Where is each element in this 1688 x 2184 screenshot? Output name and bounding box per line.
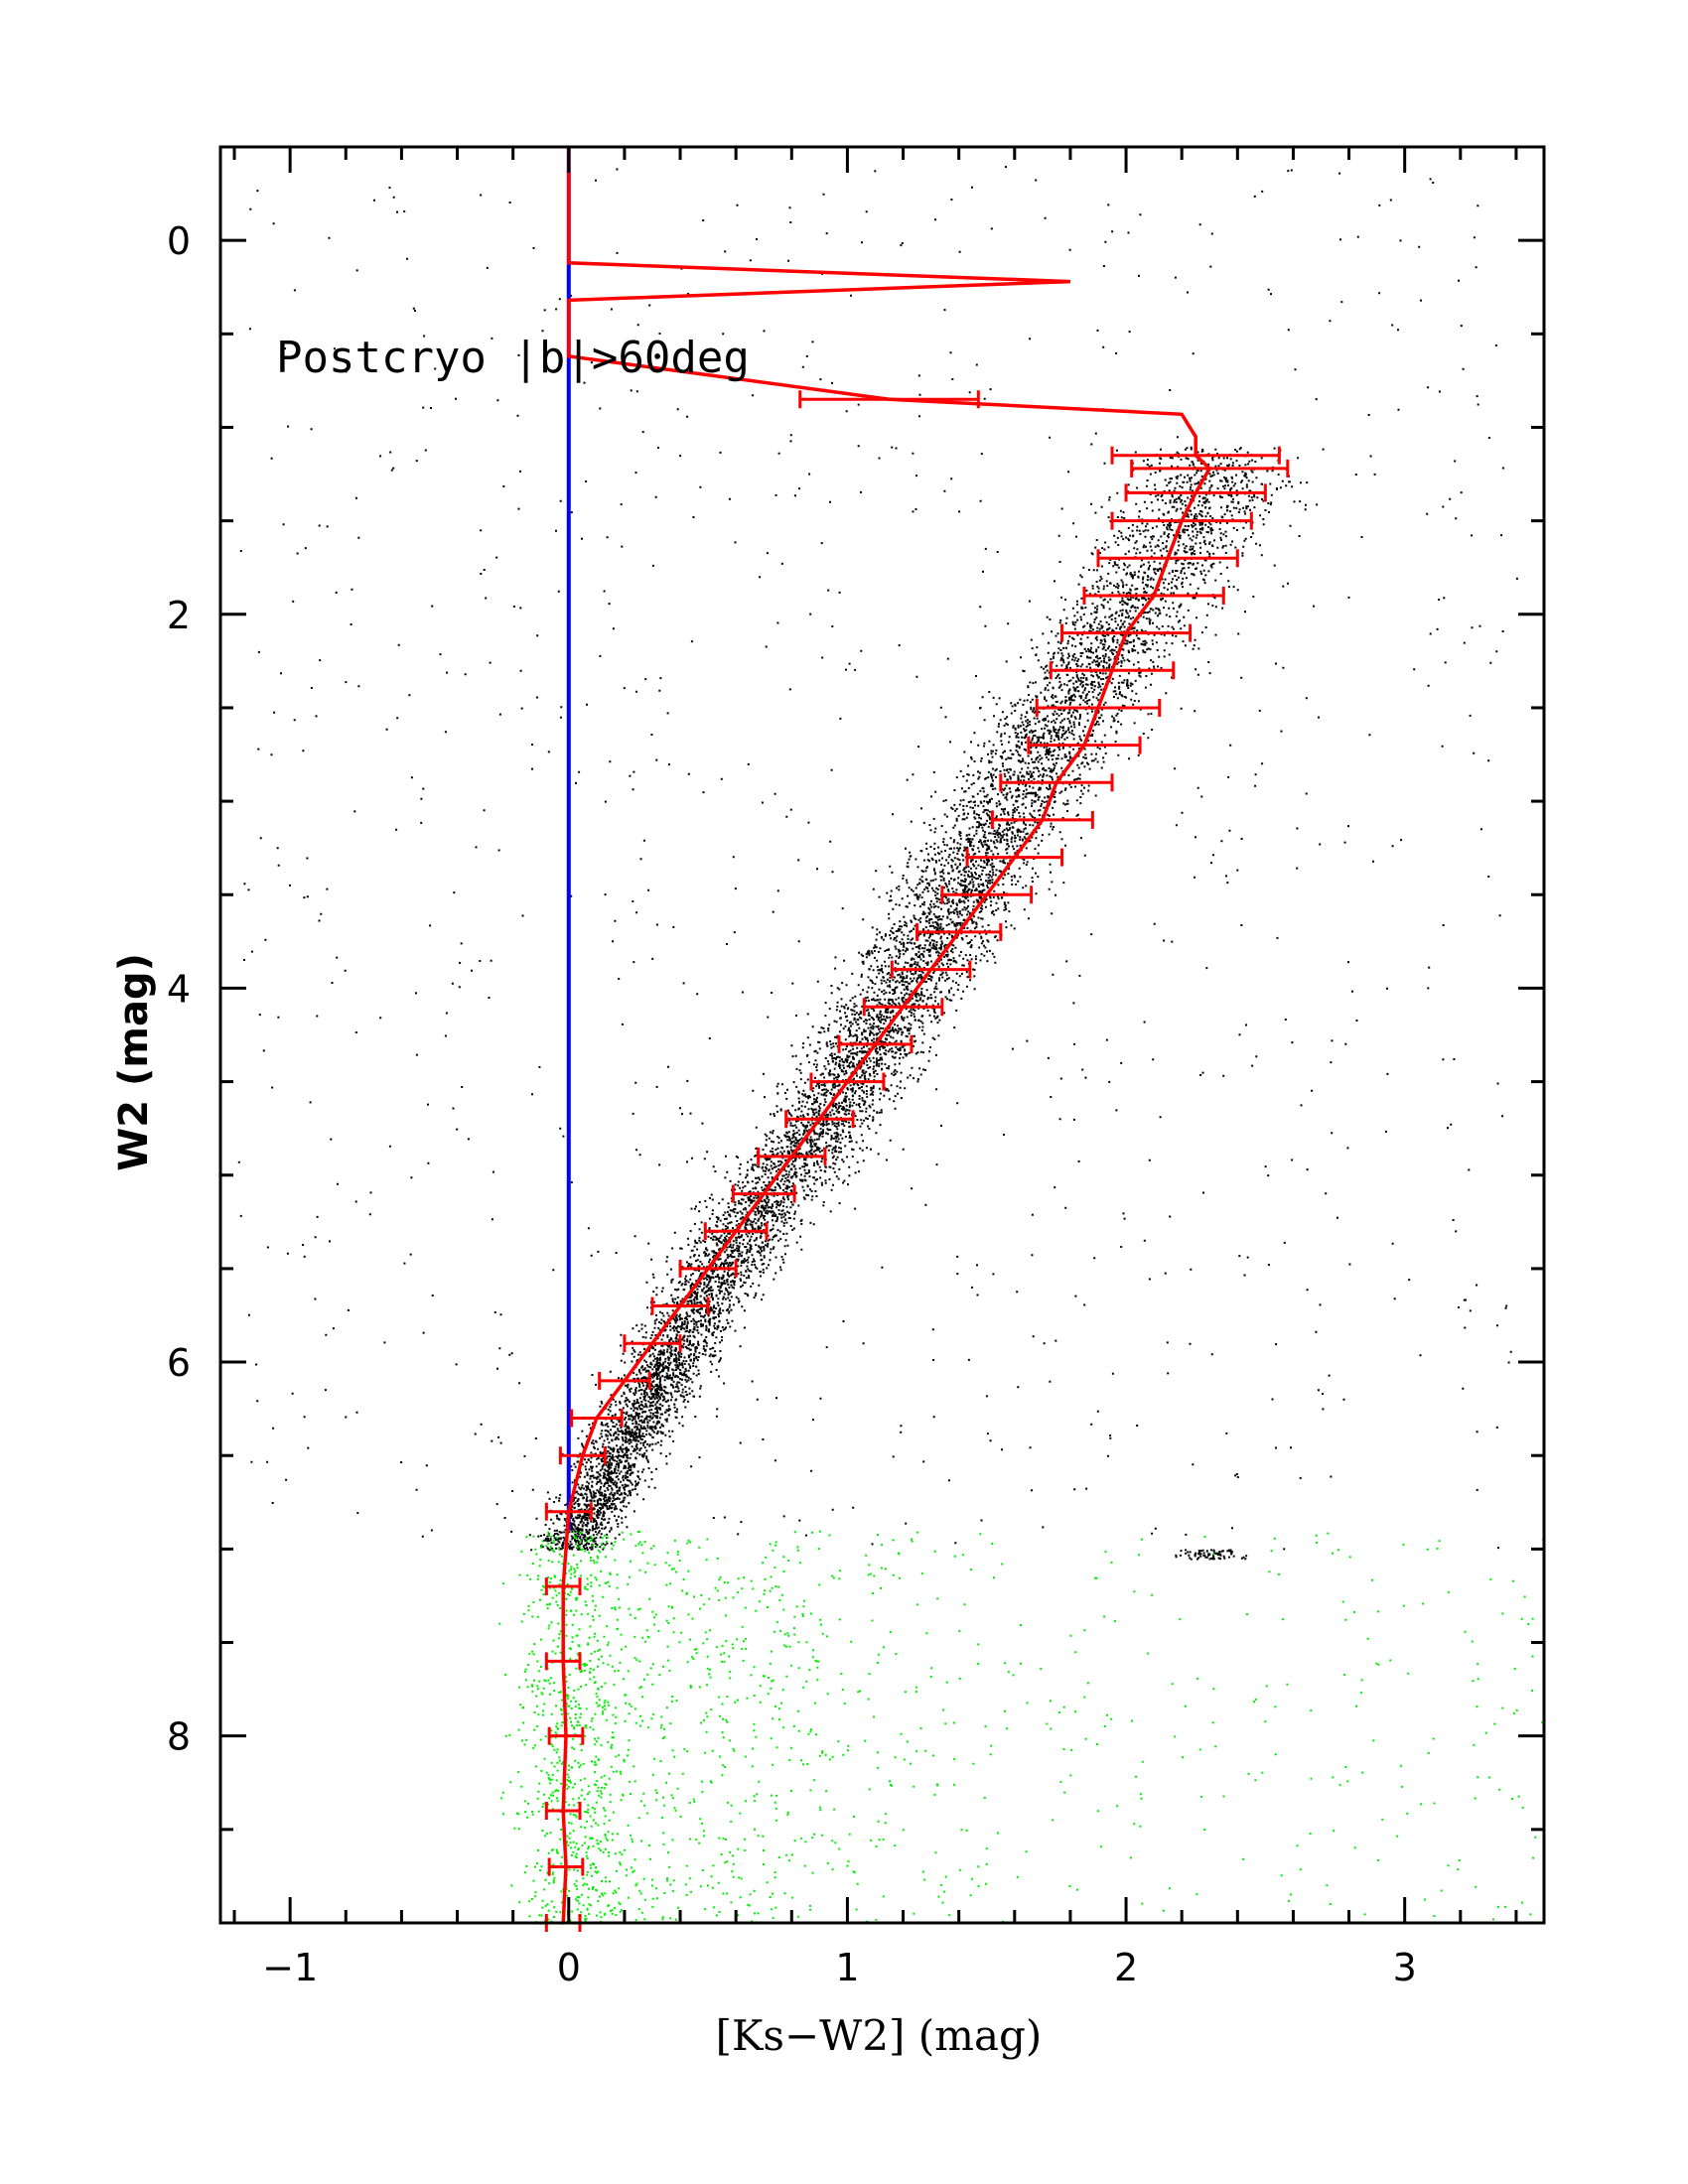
median-line	[561, 147, 1212, 1924]
y-tick-label: 8	[167, 1715, 191, 1759]
x-axis-label: [Ks−W2] (mag)	[716, 2011, 1043, 2060]
y-tick-label: 2	[167, 594, 191, 637]
x-tick-label: 0	[557, 1946, 581, 1989]
axis-ticks: −1 0 1 2 3 0 2 4 6 8	[167, 145, 1544, 1989]
plot-frame-rect	[218, 145, 1546, 1925]
plot-annotation: Postcryo |b|>60deg	[276, 333, 750, 383]
x-tick-label: 3	[1393, 1946, 1417, 1989]
y-tick-label: 6	[167, 1341, 191, 1385]
y-tick-label: 4	[167, 967, 191, 1011]
y-tick-label: 0	[167, 219, 191, 263]
faint-star-points	[498, 1530, 1546, 1925]
x-tick-label: −1	[262, 1946, 318, 1989]
x-tick-label: 1	[835, 1946, 859, 1989]
plot-frame	[218, 145, 1546, 1925]
x-tick-label: 2	[1114, 1946, 1138, 1989]
median-line-layer	[544, 147, 1290, 1932]
y-axis-label: W2 (mag)	[111, 953, 157, 1171]
faint-star-markers	[498, 1530, 1546, 1925]
